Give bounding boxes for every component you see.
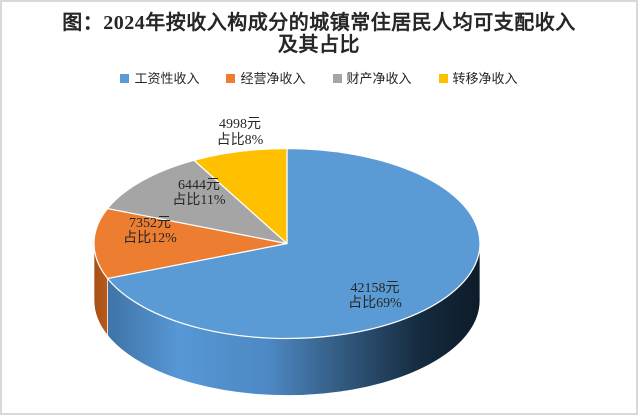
legend-label-transfer-income: 转移净收入 [452, 71, 518, 86]
pie-label-business-income-line1: 7352元 [129, 216, 171, 231]
legend-label-wage-income: 工资性收入 [134, 71, 200, 86]
legend-swatch-wage-income [120, 74, 130, 83]
pie-slice-transfer-income [193, 147, 288, 245]
pie-slice-business-income [93, 207, 288, 280]
chart-title-line1: 图：2024年按收入构成分的城镇常住居民人均可支配收入 [62, 12, 576, 34]
pie-label-transfer-income-line1: 4998元 [219, 117, 261, 132]
pie-label-wage-income-line1: 42158元 [351, 281, 400, 296]
pie-label-property-income-line2: 占比11% [172, 192, 225, 208]
legend-item-property-income: 财产净收入 [332, 71, 412, 86]
legend-item-transfer-income: 转移净收入 [438, 71, 518, 86]
pie-label-business-income-line2: 占比12% [123, 230, 177, 246]
chart-title-line2: 及其占比 [278, 34, 360, 56]
pie-label-wage-income-line2: 占比69% [348, 295, 402, 311]
legend-item-business-income: 经营净收入 [226, 71, 306, 86]
pie-slice-property-income [106, 159, 288, 245]
pie-label-transfer-income-line2: 占比8% [217, 132, 264, 148]
pie-slice-wage-income [106, 147, 481, 340]
pie-label-property-income-line1: 6444元 [178, 178, 220, 193]
legend-label-property-income: 财产净收入 [346, 71, 412, 86]
pie-tops [93, 147, 481, 340]
legend-swatch-business-income [226, 74, 236, 83]
chart-title: 图：2024年按收入构成分的城镇常住居民人均可支配收入 及其占比 [2, 12, 636, 56]
legend-item-wage-income: 工资性收入 [120, 72, 199, 85]
legend-label-business-income: 经营净收入 [240, 71, 306, 86]
legend-swatch-transfer-income [438, 74, 448, 83]
legend: 工资性收入 经营净收入 财产净收入 转移净收入 [2, 72, 636, 85]
legend-swatch-property-income [332, 74, 342, 83]
